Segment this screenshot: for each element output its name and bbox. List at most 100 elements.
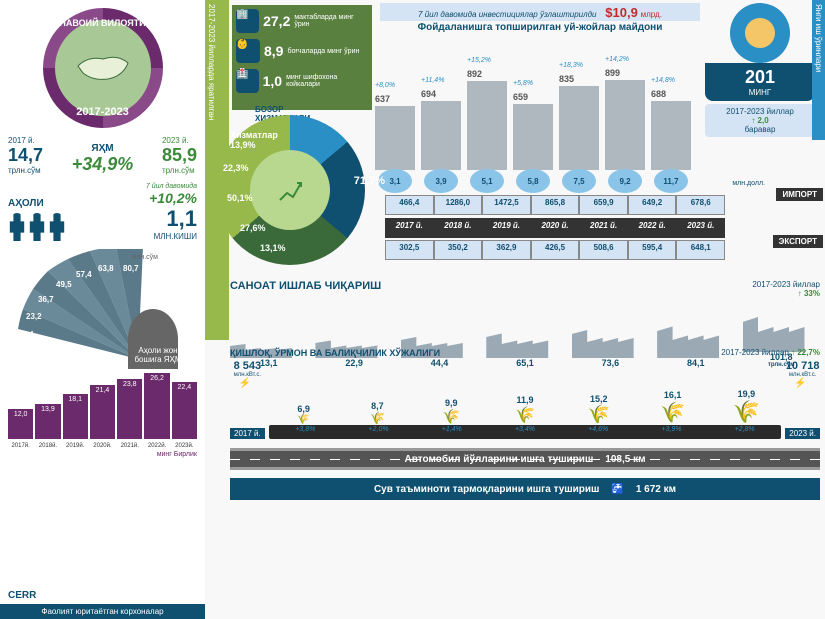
percapita-unit: млн.сўм — [131, 254, 158, 261]
building-label: 659 — [513, 92, 528, 102]
industry-title: САНОАТ ИШЛАБ ЧИҚАРИШ — [230, 280, 381, 298]
pop-subtitle: 7 йил давомида — [146, 183, 197, 190]
building-bar — [605, 80, 645, 170]
fan-v3: 49,5 — [56, 280, 72, 289]
wheat-item: 9,9🌾 — [416, 398, 486, 425]
data-cell: 508,6 — [580, 241, 627, 259]
agri-y2023: 2023 й. — [785, 428, 820, 439]
data-cell: 595,4 — [629, 241, 676, 259]
building-pct: +14,8% — [651, 77, 675, 84]
elec-2023: 10 718 — [785, 360, 820, 372]
grp-2017-val: 14,7 — [8, 145, 43, 166]
data-cell: 2022 й. — [629, 219, 676, 237]
school-icon: 🏢 — [236, 9, 259, 33]
jobs-value: 201 — [709, 67, 811, 88]
data-cell: 362,9 — [483, 241, 530, 259]
fan-v0: 15,4 — [18, 330, 34, 339]
export-years-row: 2017 й.2018 й.2019 й.2020 й.2021 й.2022 … — [385, 218, 725, 238]
grp-2023-val: 85,9 — [162, 145, 197, 166]
enterprises-label: Фаолият юритаётган корхоналар — [0, 604, 205, 619]
building-label: 694 — [421, 89, 436, 99]
jobs-period-box: 2017-2023 йиллар ↑ 2,0 баравар — [705, 104, 815, 137]
enterprise-bar: 18,12019й. — [63, 394, 88, 439]
jobs-icon — [730, 3, 790, 63]
jobs-unit: МИНГ — [709, 88, 811, 97]
building-label: 835 — [559, 74, 574, 84]
social-v1: 8,9 — [264, 43, 283, 59]
water-label: Сув таъминоти тармоқларини ишга тушириш — [374, 484, 599, 495]
fan-v1: 23,2 — [26, 312, 42, 321]
investment-bubble: 11,7 — [654, 169, 688, 193]
inv-amount: $10,9 — [605, 5, 638, 20]
wheat-item: 11,9🌾 — [490, 395, 560, 425]
data-cell: 2021 й. — [580, 219, 627, 237]
population-block: АҲОЛИ 7 йил давомида +10,2% 1,1 МЛН.КИШИ — [8, 183, 197, 241]
grp-2023-unit: трлн.сўм — [162, 166, 197, 175]
social-metrics: 🏢 27,2 мактабларда минг ўрин 👶 8,9 боғча… — [232, 5, 372, 110]
building-bar — [513, 104, 553, 170]
import-row: 466,41286,01472,5865,8659,9649,2678,6 — [385, 195, 725, 215]
wheat-item: 16,1🌾 — [638, 390, 708, 425]
fan-v6: 80,7 — [123, 264, 139, 273]
building-pct: +14,2% — [605, 56, 629, 63]
elec-2017: 8 543 — [230, 360, 265, 372]
export-row: 302,5350,2362,9426,5508,6595,4648,1 — [385, 240, 725, 260]
donut-center — [250, 150, 330, 230]
data-cell: 865,8 — [532, 196, 579, 214]
social-t0: мактабларда минг ўрин — [294, 14, 368, 28]
data-cell: 2018 й. — [435, 219, 482, 237]
building-bar — [467, 81, 507, 170]
data-cell: 659,9 — [580, 196, 627, 214]
hospital-icon: 🏥 — [236, 69, 259, 93]
jobs-period: 2017-2023 йиллар — [708, 107, 812, 116]
data-cell: 678,6 — [677, 196, 724, 214]
buildings-chart: 6373,1+8,0%6943,9+11,4%8925,1+15,2%6595,… — [375, 48, 705, 188]
fan-v4: 57,4 — [76, 270, 92, 279]
import-label: ИМПОРТ — [776, 188, 823, 201]
data-cell: 2019 й. — [483, 219, 530, 237]
inv-line: 7 йил давомида инвестициялар ўзлаштирилд… — [418, 10, 596, 19]
investment-bubble: 5,8 — [516, 169, 550, 193]
pop-val: 1,1 — [146, 206, 197, 232]
enterprises-block: 12,02017й.13,92018й.18,12019й.21,42020й.… — [8, 379, 197, 458]
investment-bubble: 7,5 — [562, 169, 596, 193]
agri-growth: 22,7% — [797, 348, 820, 357]
enterprise-bar: 26,22022й. — [144, 373, 169, 439]
data-cell: 426,5 — [532, 241, 579, 259]
wheat-item: 19,9🌾 — [712, 389, 782, 425]
jobs-growth-unit: баравар — [708, 125, 812, 134]
building-pct: +18,3% — [559, 62, 583, 69]
water-value: 1 672 км — [636, 484, 676, 495]
import-unit: млн.долл. — [732, 180, 765, 187]
social-t1: боғчаларда минг ўрин — [287, 48, 359, 55]
donut-13: 13,1% — [260, 243, 286, 253]
pylon-icon-left: ⚡ — [230, 378, 260, 428]
ent-unit: минг Бирлик — [8, 451, 197, 458]
data-cell: 1472,5 — [483, 196, 530, 214]
map-icon — [55, 20, 151, 116]
data-cell: 2020 й. — [532, 219, 579, 237]
building-pct: +15,2% — [467, 57, 491, 64]
soil-row: +3,8%+2,0%+1,4%+3,4%+4,6%+3,9%+2,8% — [269, 425, 782, 439]
jobs-side-label: Янги иш ўринлари — [812, 0, 825, 140]
kindergarten-icon: 👶 — [236, 39, 260, 63]
donut-seg0-label: Хизматлар13,9% — [230, 130, 278, 150]
agri-title: ҚИШЛОҚ, ЎРМОН ВА БАЛИҚЧИЛИК ХЎЖАЛИГИ — [230, 348, 440, 358]
enterprise-bar: 13,92018й. — [35, 404, 60, 439]
donut-seg0-v17: 22,3% — [223, 163, 249, 173]
soil-pct: +1,4% — [415, 425, 488, 439]
industry-period: 2017-2023 йиллар — [752, 280, 820, 289]
percapita-label: Аҳоли жон бошига ЯҲМ — [128, 346, 188, 364]
soil-pct: +4,6% — [562, 425, 635, 439]
left-column: НАВОИЙ ВИЛОЯТИ 2017-2023 2017 й. 14,7 тр… — [0, 0, 205, 619]
grp-2023-label: 2023 й. — [162, 136, 197, 145]
enterprise-bar: 23,82021й. — [117, 379, 142, 439]
data-cell: 2023 й. — [677, 219, 724, 237]
inv-unit: млрд. — [641, 10, 662, 19]
social-v2: 1,0 — [263, 73, 282, 89]
tap-icon: 🚰 — [611, 484, 623, 495]
data-cell: 2017 й. — [386, 219, 433, 237]
jobs-growth: 2,0 — [758, 116, 769, 125]
investment-bubble: 9,2 — [608, 169, 642, 193]
road-label: Автомобил йўлларини ишга тушириш — [405, 454, 594, 465]
